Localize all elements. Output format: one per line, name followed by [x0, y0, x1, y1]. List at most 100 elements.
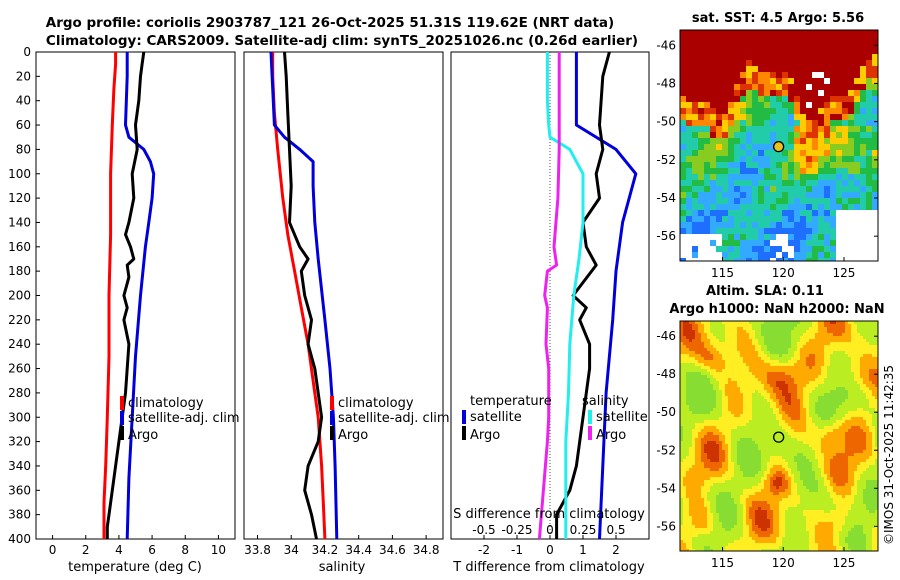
- sst-cell: [806, 258, 813, 261]
- difference-panel: -2 -1 0 1 2 S difference from climatology -0…: [450, 51, 650, 575]
- sla-cell: [839, 369, 843, 373]
- sla-cell: [818, 357, 822, 361]
- sla-cell: [821, 348, 825, 352]
- sst-cell: [836, 192, 843, 199]
- sst-cell: [848, 48, 855, 55]
- sla-cell: [854, 438, 858, 442]
- sla-cell: [704, 351, 708, 355]
- sst-cell: [692, 102, 699, 109]
- sla-cell: [875, 429, 878, 433]
- sla-cell: [710, 471, 714, 475]
- sla-cell: [683, 360, 687, 364]
- sla-cell: [728, 321, 732, 325]
- sla-cell: [743, 333, 747, 337]
- sla-cell: [686, 357, 690, 361]
- sst-cell: [812, 126, 819, 133]
- sla-cell: [695, 390, 699, 394]
- sla-cell: [803, 372, 807, 376]
- sla-cell: [707, 444, 711, 448]
- sst-cell: [704, 48, 711, 55]
- sla-cell: [797, 327, 801, 331]
- sla-cell: [743, 369, 747, 373]
- sla-cell: [680, 420, 684, 424]
- sst-cell: [812, 30, 819, 37]
- sla-cell: [851, 438, 855, 442]
- sla-cell: [845, 345, 849, 349]
- sla-cell: [710, 342, 714, 346]
- sla-cell: [785, 360, 789, 364]
- sla-cell: [818, 435, 822, 439]
- sla-cell: [731, 408, 735, 412]
- sla-cell: [686, 456, 690, 460]
- sla-cell: [767, 450, 771, 454]
- sla-cell: [863, 423, 867, 427]
- sla-cell: [776, 453, 780, 457]
- sst-cell: [848, 84, 855, 91]
- sst-cell: [866, 216, 873, 223]
- sla-cell: [785, 321, 789, 325]
- sla-cell: [821, 324, 825, 328]
- sst-cell: [788, 66, 795, 73]
- sla-cell: [797, 462, 801, 466]
- sla-cell: [701, 420, 705, 424]
- sla-cell: [746, 477, 750, 481]
- sla-cell: [719, 345, 723, 349]
- sla-cell: [743, 450, 747, 454]
- sla-cell: [686, 405, 690, 409]
- sst-cell: [740, 102, 747, 109]
- sla-cell: [692, 384, 696, 388]
- sla-cell: [842, 396, 846, 400]
- sst-cell: [794, 240, 801, 247]
- sla-cell: [872, 456, 876, 460]
- sla-cell: [725, 450, 729, 454]
- sla-cell: [686, 453, 690, 457]
- sla-cell: [785, 441, 789, 445]
- sla-cell: [692, 414, 696, 418]
- sst-cell: [764, 126, 771, 133]
- sla-cell: [854, 396, 858, 400]
- sla-cell: [785, 357, 789, 361]
- sla-cell: [683, 345, 687, 349]
- sla-cell: [836, 339, 840, 343]
- sla-cell: [752, 450, 756, 454]
- sla-cell: [728, 456, 732, 460]
- sla-cell: [827, 459, 831, 463]
- sla-cell: [833, 474, 837, 478]
- sla-cell: [854, 321, 858, 325]
- sst-cell: [740, 96, 747, 103]
- sla-cell: [815, 387, 819, 391]
- sla-cell: [725, 321, 729, 325]
- sla-cell: [698, 447, 702, 451]
- sst-cell: [824, 252, 831, 259]
- sla-cell: [827, 336, 831, 340]
- sst-cell: [722, 42, 729, 49]
- sla-cell: [710, 363, 714, 367]
- sla-cell: [764, 393, 768, 397]
- sla-cell: [797, 465, 801, 469]
- sla-cell: [770, 345, 774, 349]
- depth-tick-label: 320: [8, 435, 31, 449]
- sla-cell: [866, 453, 870, 457]
- sla-cell: [767, 372, 771, 376]
- sla-cell: [680, 369, 684, 373]
- sla-cell: [725, 477, 729, 481]
- sla-cell: [785, 363, 789, 367]
- sla-cell: [743, 330, 747, 334]
- sla-cell: [869, 471, 873, 475]
- sst-cell: [716, 150, 723, 157]
- sla-cell: [758, 414, 762, 418]
- sla-cell: [680, 405, 684, 409]
- sla-cell: [845, 348, 849, 352]
- sla-cell: [743, 393, 747, 397]
- sla-cell: [773, 390, 777, 394]
- sla-cell: [746, 450, 750, 454]
- sla-cell: [689, 372, 693, 376]
- sst-cell: [800, 150, 807, 157]
- sla-cell: [848, 342, 852, 346]
- sla-cell: [842, 447, 846, 451]
- sst-cell: [800, 84, 807, 91]
- sla-cell: [680, 336, 684, 340]
- sla-cell: [734, 360, 738, 364]
- sla-cell: [698, 444, 702, 448]
- sst-cell: [788, 228, 795, 235]
